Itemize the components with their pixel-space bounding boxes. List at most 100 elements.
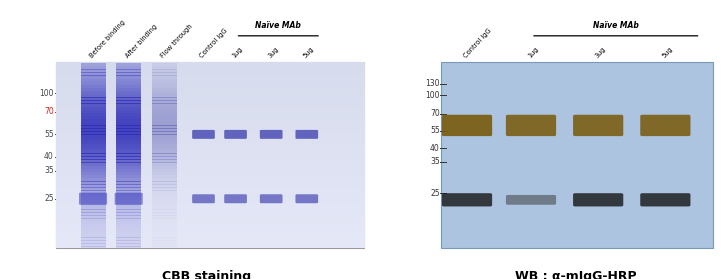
FancyBboxPatch shape — [260, 194, 283, 203]
Bar — [116, 113, 141, 116]
Bar — [81, 191, 105, 194]
FancyBboxPatch shape — [573, 193, 623, 206]
Bar — [116, 138, 141, 141]
Bar — [116, 63, 141, 66]
Text: 1ug: 1ug — [231, 45, 244, 59]
Bar — [152, 215, 177, 219]
Text: Control IgG: Control IgG — [199, 27, 229, 59]
FancyBboxPatch shape — [295, 194, 318, 203]
Bar — [116, 104, 141, 107]
Bar — [152, 169, 177, 172]
Bar — [152, 166, 177, 169]
Bar — [81, 69, 105, 73]
Bar — [81, 107, 105, 110]
Bar — [81, 181, 105, 185]
Bar — [81, 231, 105, 234]
Text: Before binding: Before binding — [89, 19, 126, 59]
Text: 55: 55 — [44, 130, 54, 139]
Bar — [81, 184, 105, 188]
Bar — [81, 215, 105, 219]
Bar — [116, 125, 141, 129]
Bar — [152, 128, 177, 132]
Bar — [81, 91, 105, 95]
FancyBboxPatch shape — [295, 130, 318, 139]
Text: 130: 130 — [425, 80, 440, 88]
Bar — [116, 94, 141, 98]
Bar — [116, 212, 141, 216]
FancyBboxPatch shape — [260, 130, 283, 139]
Bar — [152, 85, 177, 88]
Bar — [152, 104, 177, 107]
Text: 1ug: 1ug — [526, 45, 539, 59]
Bar — [152, 78, 177, 82]
Bar — [116, 191, 141, 194]
Text: 35: 35 — [430, 157, 440, 166]
Text: Control IgG: Control IgG — [462, 27, 493, 59]
Bar — [81, 63, 105, 66]
Bar — [116, 153, 141, 157]
Bar — [152, 69, 177, 73]
Bar — [116, 78, 141, 82]
Bar — [81, 122, 105, 126]
Bar — [152, 203, 177, 206]
Text: 25: 25 — [44, 194, 54, 203]
Bar — [81, 172, 105, 175]
Bar — [81, 97, 105, 101]
Bar — [152, 119, 177, 122]
Bar — [81, 72, 105, 76]
Bar — [116, 246, 141, 250]
Bar — [81, 88, 105, 91]
Bar — [116, 203, 141, 206]
Bar — [116, 234, 141, 237]
Bar — [116, 184, 141, 188]
Bar — [116, 159, 141, 163]
Bar — [116, 66, 141, 69]
Bar — [152, 82, 177, 85]
FancyBboxPatch shape — [192, 194, 214, 203]
Bar — [152, 218, 177, 222]
Bar — [116, 172, 141, 175]
Bar — [81, 128, 105, 132]
Bar — [116, 128, 141, 132]
FancyBboxPatch shape — [442, 115, 492, 136]
Bar — [81, 197, 105, 200]
FancyBboxPatch shape — [224, 194, 247, 203]
Bar — [152, 172, 177, 175]
Bar — [116, 243, 141, 247]
Bar — [152, 138, 177, 141]
Text: 100: 100 — [39, 89, 54, 98]
Bar — [116, 218, 141, 222]
Bar — [152, 141, 177, 144]
Text: 3ug: 3ug — [594, 45, 607, 59]
Bar — [116, 141, 141, 144]
Bar — [116, 88, 141, 91]
FancyBboxPatch shape — [224, 130, 247, 139]
Bar — [152, 159, 177, 163]
Bar — [152, 231, 177, 234]
Text: 5ug: 5ug — [661, 45, 674, 59]
Bar — [81, 125, 105, 129]
Bar — [81, 113, 105, 116]
Bar — [81, 144, 105, 147]
Bar — [81, 75, 105, 79]
FancyBboxPatch shape — [192, 130, 214, 139]
Bar — [152, 153, 177, 157]
Bar — [152, 200, 177, 203]
Bar — [152, 162, 177, 166]
Bar — [116, 122, 141, 126]
Bar — [116, 97, 141, 101]
Bar — [152, 100, 177, 104]
Bar — [81, 212, 105, 216]
Bar — [152, 209, 177, 213]
Bar — [81, 138, 105, 141]
Bar — [116, 144, 141, 147]
Text: 35: 35 — [44, 166, 54, 175]
Bar — [152, 131, 177, 135]
Bar — [152, 197, 177, 200]
Bar — [152, 175, 177, 178]
Bar — [81, 141, 105, 144]
Bar — [81, 206, 105, 210]
Bar — [81, 243, 105, 247]
Text: CBB staining: CBB staining — [163, 270, 252, 279]
Bar — [152, 191, 177, 194]
